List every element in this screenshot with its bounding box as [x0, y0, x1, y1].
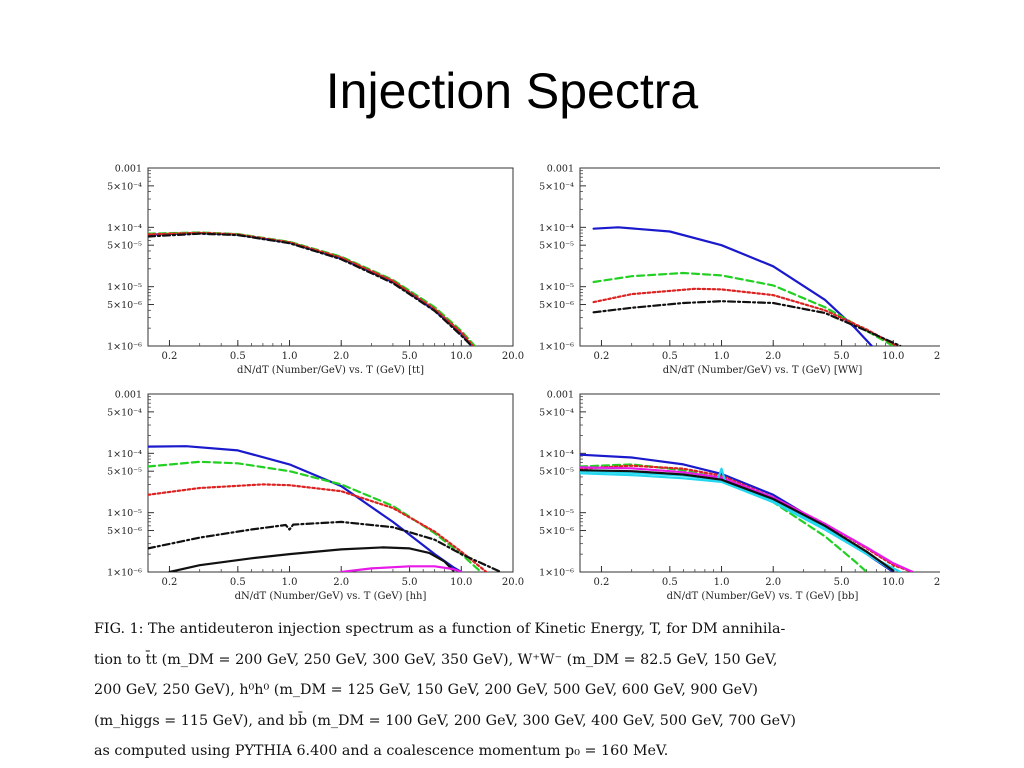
y-tick-label: 1×10⁻⁴: [107, 449, 142, 460]
y-tick-label: 5×10⁻⁶: [539, 526, 574, 537]
series-line: [592, 300, 902, 346]
x-tick-label: 20.0: [502, 577, 524, 588]
y-tick-label: 5×10⁻⁴: [107, 181, 142, 192]
y-tick-label: 5×10⁻⁵: [107, 241, 142, 252]
y-tick-label: 1×10⁻⁵: [107, 508, 142, 519]
caption-line: tion to t̄t (m_DM = 200 GeV, 250 GeV, 30…: [94, 651, 778, 668]
x-tick-label: 2.0: [765, 577, 781, 588]
x-axis-label: dN/dT (Number/GeV) vs. T (GeV) [tt]: [237, 365, 424, 376]
x-tick-label: 0.5: [662, 577, 678, 588]
x-tick-label: 0.5: [230, 577, 246, 588]
y-tick-label: 1×10⁻⁶: [107, 342, 142, 353]
y-tick-label: 1×10⁻⁶: [107, 568, 142, 579]
y-tick-label: 5×10⁻⁴: [107, 407, 142, 418]
x-tick-label: 5.0: [834, 577, 850, 588]
plot-frame: [579, 393, 940, 573]
y-tick-label: 1×10⁻⁵: [539, 282, 574, 293]
y-tick-label: 1×10⁻⁴: [107, 223, 142, 234]
chart-panel: 0.2 0.5 1.0 2.0 5.0 10.0 20.0 0.001 5×10⁻⁴ 1×10⁻⁴…: [107, 390, 524, 603]
y-tick-label: 5×10⁻⁴: [539, 181, 574, 192]
y-tick-label: 1×10⁻⁴: [539, 223, 574, 234]
slide-title: Injection Spectra: [325, 63, 699, 119]
x-tick-label: 0.5: [662, 351, 678, 362]
x-axis-label: dN/dT (Number/GeV) vs. T (GeV) [hh]: [235, 591, 427, 602]
series-line: [580, 472, 902, 572]
y-tick-label: 1×10⁻⁶: [539, 568, 574, 579]
series-line: [148, 231, 473, 346]
y-tick-label: 1×10⁻⁶: [539, 342, 574, 353]
y-tick-label: 0.001: [115, 164, 142, 175]
figure-panels: 0.2 0.5 1.0 2.0 5.0 10.0 20.0 0.001 5×10⁻⁴ 1×10⁻⁴…: [107, 164, 940, 603]
x-tick-label: 5.0: [402, 351, 418, 362]
x-tick-label: 0.2: [162, 351, 178, 362]
x-tick-label: 0.2: [594, 577, 610, 588]
series-group: [580, 453, 915, 572]
y-tick-label: 5×10⁻⁶: [107, 526, 142, 537]
caption-line: 200 GeV, 250 GeV), h⁰h⁰ (m_DM = 125 GeV,…: [94, 682, 758, 698]
y-tick-label: 0.001: [115, 390, 142, 401]
x-tick-label: 2.0: [333, 577, 349, 588]
caption-line: (m_higgs = 115 GeV), and bb̄ (m_DM = 100…: [94, 712, 796, 729]
x-tick-label: 0.5: [230, 351, 246, 362]
series-line: [148, 232, 473, 346]
x-tick-label: 1.0: [282, 351, 298, 362]
x-tick-label: 0.2: [162, 577, 178, 588]
plot-frame: [579, 167, 940, 347]
x-tick-label: 0.2: [594, 351, 610, 362]
series-line: [580, 469, 895, 572]
series-line: [580, 466, 915, 572]
series-line: [592, 271, 895, 346]
y-tick-label: 0.001: [547, 164, 574, 175]
y-tick-label: 5×10⁻⁶: [107, 300, 142, 311]
x-tick-label: 2.0: [333, 351, 349, 362]
y-tick-label: 1×10⁻⁵: [539, 508, 574, 519]
series-line: [580, 464, 915, 572]
plot-frame: [147, 393, 514, 573]
series-line: [148, 460, 482, 572]
y-tick-label: 5×10⁻⁵: [539, 467, 574, 478]
caption-line: as computed using PYTHIA 6.400 and a coa…: [94, 743, 669, 759]
y-tick-label: 1×10⁻⁴: [539, 449, 574, 460]
series-group: [592, 226, 902, 346]
x-tick-label: 2.0: [765, 351, 781, 362]
series-group: [148, 445, 502, 572]
series-line: [340, 565, 463, 572]
series-line: [148, 483, 488, 572]
plot-frame: [147, 167, 514, 347]
x-tick-label: 1.0: [714, 577, 730, 588]
series-line: [148, 520, 502, 572]
x-tick-label: 20.0: [934, 577, 940, 588]
x-tick-label: 5.0: [834, 351, 850, 362]
y-tick-label: 5×10⁻⁵: [107, 467, 142, 478]
y-tick-label: 5×10⁻⁶: [539, 300, 574, 311]
x-tick-label: 1.0: [714, 351, 730, 362]
x-tick-label: 20.0: [934, 351, 940, 362]
y-tick-label: 0.001: [547, 390, 574, 401]
chart-panel: 0.2 0.5 1.0 2.0 5.0 10.0 20.0 0.001 5×10⁻⁴ 1×10⁻⁴…: [539, 390, 940, 602]
series-line: [592, 226, 873, 346]
x-tick-label: 10.0: [450, 577, 472, 588]
x-axis-label: dN/dT (Number/GeV) vs. T (GeV) [WW]: [663, 365, 863, 376]
series-group: [148, 231, 476, 346]
x-tick-label: 10.0: [882, 351, 904, 362]
y-tick-label: 5×10⁻⁵: [539, 241, 574, 252]
x-axis-label: dN/dT (Number/GeV) vs. T (GeV) [bb]: [667, 591, 859, 602]
series-line: [168, 546, 455, 572]
figure-caption: FIG. 1: The antideuteron injection spect…: [94, 614, 934, 767]
caption-line: FIG. 1: The antideuteron injection spect…: [94, 621, 786, 637]
x-tick-label: 5.0: [402, 577, 418, 588]
x-tick-label: 20.0: [502, 351, 524, 362]
chart-panel: 0.2 0.5 1.0 2.0 5.0 10.0 20.0 0.001 5×10⁻⁴ 1×10⁻⁴…: [539, 164, 940, 376]
y-tick-label: 1×10⁻⁵: [107, 282, 142, 293]
series-line: [148, 231, 476, 346]
x-tick-label: 1.0: [282, 577, 298, 588]
x-tick-label: 10.0: [450, 351, 472, 362]
x-tick-label: 10.0: [882, 577, 904, 588]
series-line: [592, 287, 899, 346]
y-tick-label: 5×10⁻⁴: [539, 407, 574, 418]
chart-panel: 0.2 0.5 1.0 2.0 5.0 10.0 20.0 0.001 5×10⁻⁴ 1×10⁻⁴…: [107, 164, 524, 377]
